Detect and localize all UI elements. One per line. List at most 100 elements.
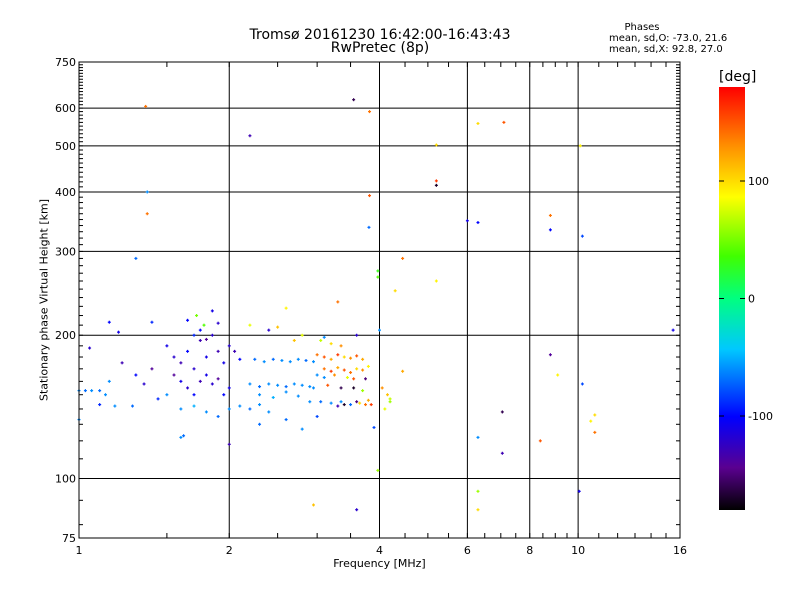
data-point bbox=[349, 371, 353, 375]
data-point bbox=[117, 330, 121, 334]
data-point bbox=[502, 120, 506, 124]
data-point bbox=[248, 134, 252, 138]
data-point bbox=[476, 508, 480, 512]
data-point bbox=[322, 376, 326, 380]
data-point bbox=[192, 367, 196, 371]
data-point bbox=[369, 403, 373, 407]
data-point bbox=[538, 439, 542, 443]
y-tick-label: 100 bbox=[55, 473, 76, 486]
data-point bbox=[222, 361, 226, 365]
data-point bbox=[103, 393, 107, 397]
data-point bbox=[329, 342, 333, 346]
data-point bbox=[253, 357, 257, 361]
data-point bbox=[267, 410, 271, 414]
data-point bbox=[238, 357, 242, 361]
data-point bbox=[376, 269, 380, 273]
data-point bbox=[276, 325, 280, 329]
data-point bbox=[589, 419, 593, 423]
data-point bbox=[339, 344, 343, 348]
scatter-points bbox=[77, 98, 675, 512]
data-point bbox=[198, 328, 202, 332]
data-point bbox=[304, 358, 308, 362]
data-point bbox=[311, 386, 315, 390]
data-point bbox=[434, 179, 438, 183]
data-point bbox=[500, 451, 504, 455]
data-point bbox=[671, 328, 675, 332]
y-tick-label: 200 bbox=[55, 329, 76, 342]
data-point bbox=[500, 410, 504, 414]
data-point bbox=[578, 144, 582, 148]
data-point bbox=[476, 122, 480, 126]
data-point bbox=[580, 382, 584, 386]
data-point bbox=[227, 442, 231, 446]
data-point bbox=[216, 349, 220, 353]
data-point bbox=[131, 404, 135, 408]
data-point bbox=[107, 379, 111, 383]
data-point bbox=[368, 194, 372, 198]
x-axis-label: Frequency [MHz] bbox=[333, 557, 426, 570]
data-point bbox=[342, 368, 346, 372]
data-point bbox=[150, 367, 154, 371]
data-point bbox=[434, 143, 438, 147]
data-point bbox=[284, 385, 288, 389]
data-point bbox=[296, 357, 300, 361]
data-point bbox=[388, 400, 392, 404]
data-point bbox=[276, 383, 280, 387]
data-point bbox=[179, 435, 183, 439]
data-point bbox=[90, 389, 94, 393]
data-point bbox=[308, 385, 312, 389]
data-point bbox=[388, 397, 392, 401]
colorbar-tick-label: 100 bbox=[748, 175, 769, 188]
data-point bbox=[142, 382, 146, 386]
data-point bbox=[271, 357, 275, 361]
data-point bbox=[580, 234, 584, 238]
data-point bbox=[383, 407, 387, 411]
data-point bbox=[315, 414, 319, 418]
x-tick-label: 1 bbox=[76, 544, 83, 557]
data-point bbox=[352, 98, 356, 102]
data-point bbox=[393, 289, 397, 293]
data-point bbox=[83, 389, 87, 393]
data-point bbox=[198, 379, 202, 383]
y-tick-label: 750 bbox=[55, 56, 76, 69]
data-point bbox=[352, 377, 356, 381]
data-point bbox=[465, 219, 469, 223]
data-point bbox=[476, 489, 480, 493]
data-point bbox=[107, 320, 111, 324]
chart-title: Tromsø 20161230 16:42:00-16:43:43 bbox=[249, 27, 511, 43]
data-point bbox=[434, 279, 438, 283]
data-point bbox=[210, 333, 214, 337]
data-point bbox=[210, 382, 214, 386]
data-point bbox=[322, 335, 326, 339]
data-point bbox=[329, 369, 333, 373]
data-point bbox=[288, 360, 292, 364]
data-point bbox=[315, 373, 319, 377]
data-point bbox=[300, 333, 304, 337]
data-point bbox=[349, 356, 353, 360]
y-tick-label: 600 bbox=[55, 102, 76, 115]
stats-x-line: mean, sd,X: 92.8, 27.0 bbox=[609, 44, 723, 55]
data-point bbox=[134, 256, 138, 260]
data-point bbox=[267, 382, 271, 386]
data-point bbox=[361, 389, 365, 393]
data-point bbox=[319, 338, 323, 342]
data-point bbox=[150, 320, 154, 324]
data-point bbox=[216, 414, 220, 418]
data-point bbox=[192, 333, 196, 337]
data-point bbox=[315, 353, 319, 357]
data-point bbox=[172, 373, 176, 377]
data-point bbox=[284, 306, 288, 310]
data-point bbox=[366, 398, 370, 402]
data-point bbox=[326, 383, 330, 387]
data-point bbox=[367, 225, 371, 229]
data-point bbox=[179, 361, 183, 365]
data-point bbox=[339, 400, 343, 404]
data-point bbox=[548, 353, 552, 357]
data-point bbox=[548, 228, 552, 232]
data-point bbox=[355, 400, 359, 404]
data-point bbox=[258, 385, 262, 389]
data-point bbox=[345, 376, 349, 380]
data-point bbox=[319, 400, 323, 404]
data-point bbox=[311, 503, 315, 507]
